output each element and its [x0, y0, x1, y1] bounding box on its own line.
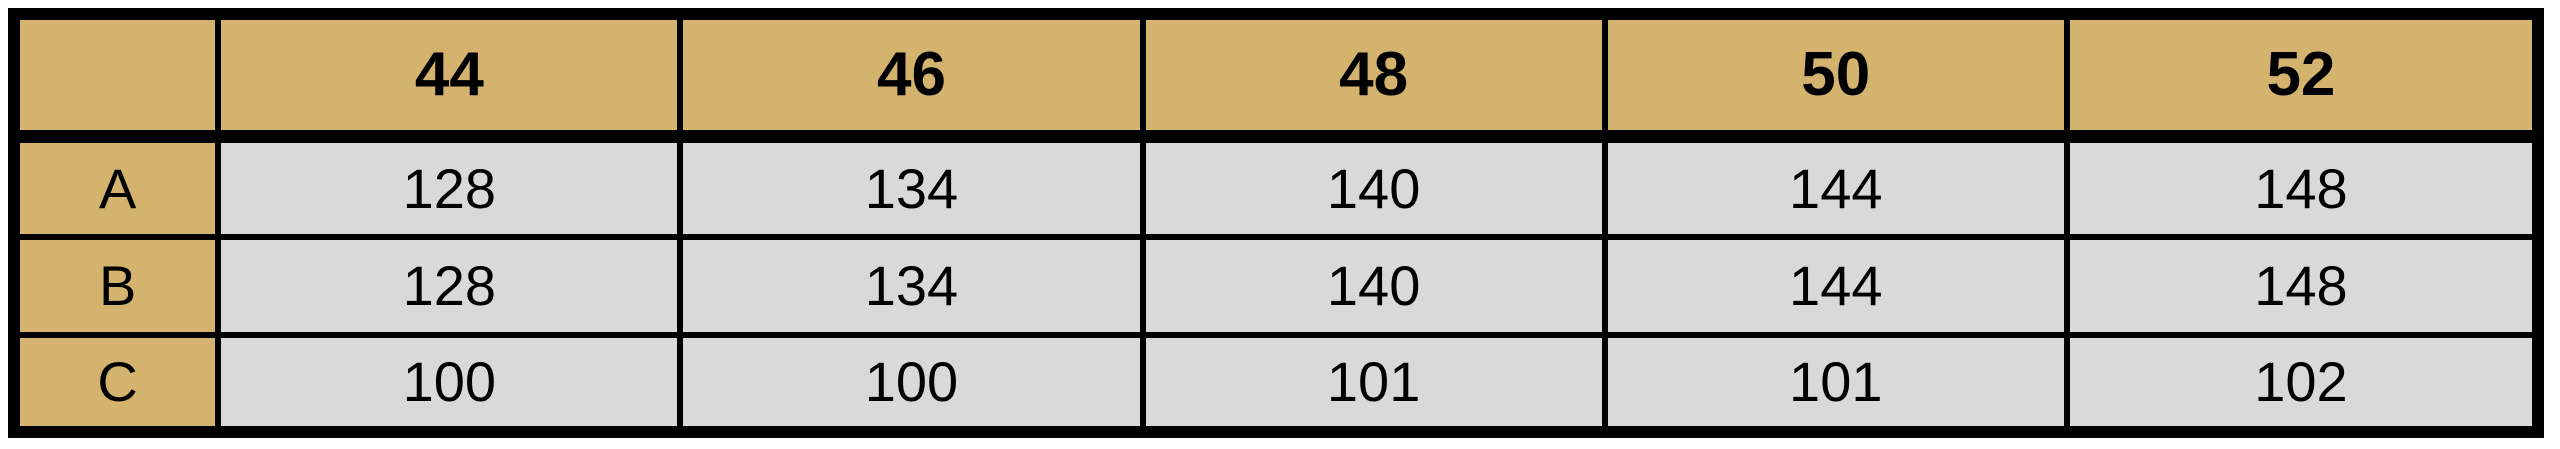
cell-a-44: 128 [221, 143, 684, 241]
table-container: 44 46 48 50 52 A 128 134 140 144 148 B 1… [8, 8, 2544, 438]
cell-c-52: 102 [2069, 337, 2532, 426]
cell-b-48: 140 [1145, 240, 1608, 338]
table-row: C 100 100 101 101 102 [20, 337, 2532, 426]
cell-a-46: 134 [683, 143, 1146, 241]
column-header-1: 44 [221, 20, 684, 144]
cell-c-50: 101 [1607, 337, 2070, 426]
table-corner-cell [20, 20, 222, 144]
row-label-c: C [20, 337, 222, 426]
cell-b-46: 134 [683, 240, 1146, 338]
cell-c-44: 100 [221, 337, 684, 426]
cell-a-50: 144 [1607, 143, 2070, 241]
row-label-a: A [20, 143, 222, 241]
data-table: 44 46 48 50 52 A 128 134 140 144 148 B 1… [20, 20, 2532, 426]
cell-b-44: 128 [221, 240, 684, 338]
column-header-5: 52 [2069, 20, 2532, 144]
column-header-4: 50 [1607, 20, 2070, 144]
cell-b-52: 148 [2069, 240, 2532, 338]
cell-a-48: 140 [1145, 143, 1608, 241]
row-label-b: B [20, 240, 222, 338]
table-header-row: 44 46 48 50 52 [20, 20, 2532, 144]
cell-b-50: 144 [1607, 240, 2070, 338]
cell-c-46: 100 [683, 337, 1146, 426]
column-header-3: 48 [1145, 20, 1608, 144]
cell-c-48: 101 [1145, 337, 1608, 426]
cell-a-52: 148 [2069, 143, 2532, 241]
table-row: B 128 134 140 144 148 [20, 240, 2532, 338]
column-header-2: 46 [683, 20, 1146, 144]
table-row: A 128 134 140 144 148 [20, 143, 2532, 241]
